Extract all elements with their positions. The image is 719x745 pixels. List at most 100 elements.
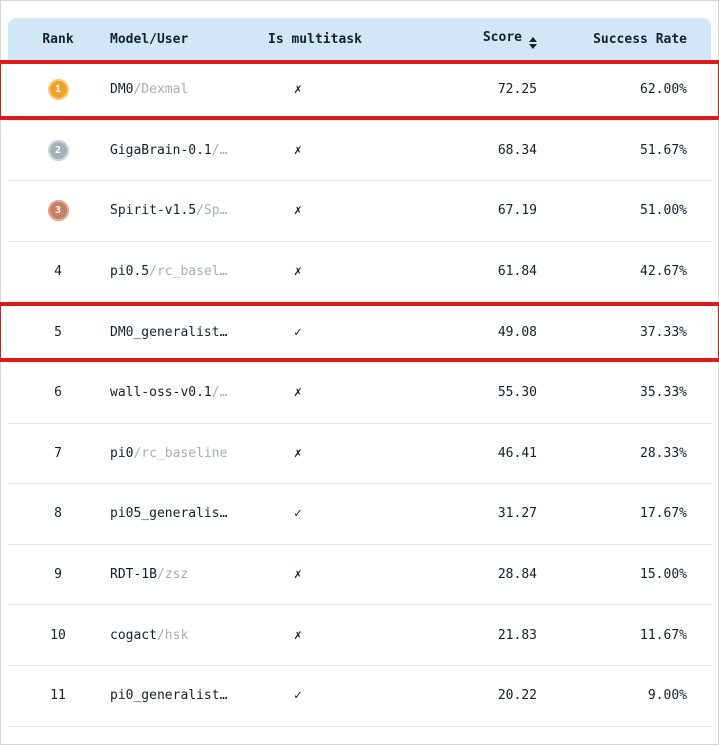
user-name: /Dexmal xyxy=(133,82,189,98)
table-body: 1 DM0/Dexmal ✗ 72.25 62.00% 2 GigaBrain-0.1/… ✗… xyxy=(0,60,719,727)
column-header-success-rate: Success Rate xyxy=(593,31,687,47)
score-cell: 49.08 xyxy=(497,324,537,340)
multitask-cell: ✗ xyxy=(268,82,398,97)
multitask-cell: ✗ xyxy=(268,385,398,400)
table-row[interactable]: 4 pi0.5/rc_basel… ✗ 61.84 42.67% xyxy=(8,241,711,303)
user-name: /Sp… xyxy=(196,203,228,219)
rank-cell: 5 xyxy=(8,325,108,340)
score-cell: 28.84 xyxy=(497,567,537,583)
rank-number: 5 xyxy=(54,324,62,340)
cross-icon: ✗ xyxy=(294,203,302,219)
table-row[interactable]: 1 DM0/Dexmal ✗ 72.25 62.00% xyxy=(0,60,719,121)
rank-number: 6 xyxy=(54,385,62,401)
success-rate-cell: 42.67% xyxy=(640,264,687,280)
user-name: /rc_basel… xyxy=(149,264,228,280)
rank-cell: 10 xyxy=(8,628,108,643)
check-icon: ✓ xyxy=(294,506,302,522)
model-name: wall-oss-v0.1 xyxy=(110,385,212,401)
table-row[interactable]: 3 Spirit-v1.5/Sp… ✗ 67.19 51.00% xyxy=(8,181,711,242)
cross-icon: ✗ xyxy=(294,264,302,280)
check-icon: ✓ xyxy=(294,324,302,340)
table-row[interactable]: 2 GigaBrain-0.1/… ✗ 68.34 51.67% xyxy=(8,120,711,182)
user-name: /… xyxy=(211,142,228,158)
table-row[interactable]: 11 pi0_generalist… ✓ 20.22 9.00% xyxy=(8,665,711,727)
model-user-cell[interactable]: pi0_generalist… xyxy=(108,688,268,703)
rank-cell: 6 xyxy=(8,385,108,400)
model-user-cell[interactable]: DM0_generalist… xyxy=(108,325,268,340)
multitask-cell: ✗ xyxy=(268,264,398,279)
table-row[interactable]: 8 pi05_generalis… ✓ 31.27 17.67% xyxy=(8,484,711,545)
model-user-cell[interactable]: cogact/hsk xyxy=(108,628,268,643)
table-row[interactable]: 6 wall-oss-v0.1/… ✗ 55.30 35.33% xyxy=(8,362,711,424)
cross-icon: ✗ xyxy=(294,385,302,401)
user-name: /hsk xyxy=(156,627,189,643)
score-cell: 68.34 xyxy=(497,142,537,158)
rank-cell: 3 xyxy=(8,200,108,222)
multitask-cell: ✗ xyxy=(268,203,398,218)
score-cell: 61.84 xyxy=(497,264,537,280)
model-user-cell[interactable]: wall-oss-v0.1/… xyxy=(108,385,268,400)
model-name: DM0_generalist… xyxy=(110,324,228,340)
sort-icon[interactable] xyxy=(529,36,537,49)
table-row[interactable]: 7 pi0/rc_baseline ✗ 46.41 28.33% xyxy=(8,423,711,485)
multitask-cell: ✗ xyxy=(268,567,398,582)
model-user-cell[interactable]: pi0/rc_baseline xyxy=(108,446,268,461)
multitask-cell: ✗ xyxy=(268,446,398,461)
model-user-cell[interactable]: Spirit-v1.5/Sp… xyxy=(108,203,268,218)
medal-gold-icon: 1 xyxy=(47,79,69,101)
model-user-cell[interactable]: pi05_generalis… xyxy=(108,506,268,521)
score-cell: 72.25 xyxy=(497,82,537,98)
model-name: pi0_generalist… xyxy=(110,688,228,704)
model-name: GigaBrain-0.1 xyxy=(110,142,212,158)
success-rate-cell: 9.00% xyxy=(647,688,687,704)
cross-icon: ✗ xyxy=(294,567,302,583)
rank-number: 4 xyxy=(54,264,62,280)
model-name: RDT-1B xyxy=(110,567,157,583)
user-name: /zsz xyxy=(156,567,189,583)
model-user-cell[interactable]: pi0.5/rc_basel… xyxy=(108,264,268,279)
model-name: DM0 xyxy=(110,82,134,98)
success-rate-cell: 51.00% xyxy=(640,203,687,219)
rank-cell: 8 xyxy=(8,506,108,521)
medal-bronze-icon: 3 xyxy=(47,200,69,222)
cross-icon: ✗ xyxy=(294,82,302,98)
score-cell: 21.83 xyxy=(497,627,537,643)
rank-cell: 7 xyxy=(8,446,108,461)
rank-number: 7 xyxy=(54,445,62,461)
success-rate-cell: 17.67% xyxy=(640,506,687,522)
model-user-cell[interactable]: DM0/Dexmal xyxy=(108,82,268,97)
table-row[interactable]: 5 DM0_generalist… ✓ 49.08 37.33% xyxy=(0,302,719,363)
rank-number: 8 xyxy=(54,506,62,522)
user-name: /… xyxy=(211,385,228,401)
table-row[interactable]: 10 cogact/hsk ✗ 21.83 11.67% xyxy=(8,605,711,666)
user-name: /rc_baseline xyxy=(133,445,228,461)
rank-cell: 2 xyxy=(8,139,108,161)
score-cell: 55.30 xyxy=(497,385,537,401)
cross-icon: ✗ xyxy=(294,445,302,461)
medal-silver-icon: 2 xyxy=(47,139,69,161)
column-header-score[interactable]: Score xyxy=(398,30,541,49)
model-name: pi05_generalis… xyxy=(110,506,228,522)
model-user-cell[interactable]: GigaBrain-0.1/… xyxy=(108,143,268,158)
check-icon: ✓ xyxy=(294,688,302,704)
score-header-label: Score xyxy=(482,29,522,45)
rank-cell: 1 xyxy=(8,79,108,101)
rank-number: 9 xyxy=(54,567,62,583)
table-row[interactable]: 9 RDT-1B/zsz ✗ 28.84 15.00% xyxy=(8,544,711,606)
model-name: pi0 xyxy=(110,445,134,461)
success-rate-cell: 11.67% xyxy=(640,627,687,643)
rank-cell: 9 xyxy=(8,567,108,582)
success-rate-cell: 35.33% xyxy=(640,385,687,401)
column-header-rank: Rank xyxy=(42,31,74,47)
model-user-cell[interactable]: RDT-1B/zsz xyxy=(108,567,268,582)
multitask-cell: ✗ xyxy=(268,143,398,158)
column-header-is-multitask: Is multitask xyxy=(268,31,362,47)
success-rate-cell: 15.00% xyxy=(640,567,687,583)
success-rate-cell: 51.67% xyxy=(640,142,687,158)
model-name: pi0.5 xyxy=(110,264,150,280)
multitask-cell: ✗ xyxy=(268,628,398,643)
score-cell: 20.22 xyxy=(497,688,537,704)
model-name: cogact xyxy=(110,627,157,643)
multitask-cell: ✓ xyxy=(268,506,398,521)
rank-cell: 4 xyxy=(8,264,108,279)
